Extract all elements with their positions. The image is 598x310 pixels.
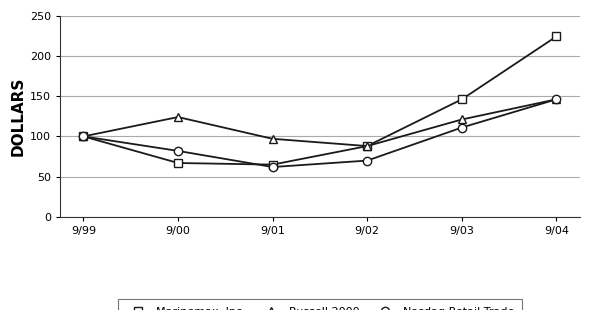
Russell 2000 <box>364 144 371 148</box>
Marinemax, Inc. <box>269 163 276 166</box>
Marinemax, Inc. <box>364 144 371 148</box>
Nasdaq Retail Trade <box>80 135 87 138</box>
Nasdaq Retail Trade <box>175 149 182 153</box>
Marinemax, Inc. <box>80 135 87 138</box>
Line: Nasdaq Retail Trade: Nasdaq Retail Trade <box>80 95 560 171</box>
Marinemax, Inc. <box>458 97 465 101</box>
Line: Russell 2000: Russell 2000 <box>80 95 560 150</box>
Marinemax, Inc. <box>553 35 560 38</box>
Russell 2000 <box>458 117 465 121</box>
Line: Marinemax, Inc.: Marinemax, Inc. <box>80 32 560 169</box>
Nasdaq Retail Trade <box>458 126 465 129</box>
Marinemax, Inc. <box>175 161 182 165</box>
Russell 2000 <box>80 135 87 138</box>
Nasdaq Retail Trade <box>553 97 560 101</box>
Nasdaq Retail Trade <box>364 159 371 162</box>
Nasdaq Retail Trade <box>269 165 276 169</box>
Y-axis label: DOLLARS: DOLLARS <box>11 77 26 156</box>
Russell 2000 <box>553 97 560 101</box>
Legend: Marinemax, Inc., Russell 2000, Nasdaq Retail Trade: Marinemax, Inc., Russell 2000, Nasdaq Re… <box>118 299 522 310</box>
Russell 2000 <box>175 115 182 119</box>
Russell 2000 <box>269 137 276 141</box>
